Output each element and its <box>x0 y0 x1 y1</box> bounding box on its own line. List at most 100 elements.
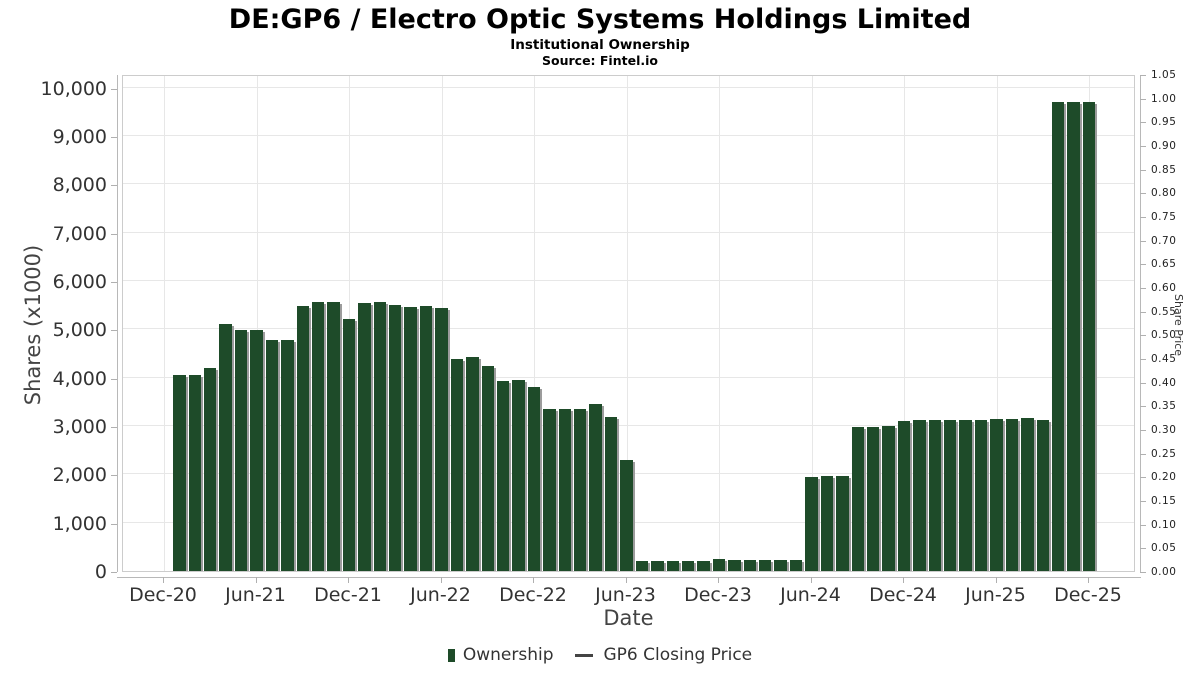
ownership-bar <box>759 559 772 571</box>
right-axis-tick-label: 0.00 <box>1151 566 1177 578</box>
x-axis-tick <box>995 577 997 583</box>
ownership-bar <box>404 307 417 571</box>
ownership-bar <box>219 324 232 571</box>
ownership-bar <box>527 387 541 571</box>
ownership-bar <box>820 475 834 571</box>
right-axis-tick <box>1140 548 1146 550</box>
ownership-bar <box>851 426 864 571</box>
ownership-bar <box>789 559 803 571</box>
x-axis-title: Date <box>603 606 654 630</box>
right-axis-tick <box>1140 146 1146 147</box>
ownership-series-marker-icon <box>447 648 455 662</box>
right-axis-tick-label: 0.80 <box>1151 187 1177 200</box>
x-axis-tick-label: Jun-23 <box>595 584 656 606</box>
right-axis-tick-label: 0.40 <box>1151 376 1177 389</box>
left-axis-tick <box>111 378 117 380</box>
x-axis-tick <box>533 577 534 583</box>
x-axis-tick <box>903 577 904 583</box>
x-axis-tick-label: Dec-25 <box>1054 584 1122 606</box>
left-axis-tick <box>111 136 117 138</box>
x-axis-tick <box>625 577 627 583</box>
right-axis-tick-label: 0.10 <box>1151 518 1177 531</box>
ownership-bar <box>435 308 448 571</box>
right-axis-tick <box>1140 169 1146 171</box>
right-axis-tick-label: 0.45 <box>1151 353 1177 365</box>
x-axis-tick-label: Dec-23 <box>684 584 752 606</box>
ownership-bar <box>666 561 679 571</box>
ownership-bar <box>805 477 818 571</box>
x-axis-tick-label: Dec-22 <box>499 584 567 606</box>
x-axis-tick <box>348 577 349 583</box>
ownership-bar <box>481 366 494 571</box>
ownership-bar <box>944 420 957 571</box>
ownership-bar <box>1082 102 1096 571</box>
right-axis-tick-label: 0.70 <box>1151 234 1177 247</box>
ownership-bar <box>204 367 217 571</box>
right-axis-tick <box>1140 122 1146 124</box>
right-axis-tick <box>1140 240 1146 242</box>
right-axis-tick <box>1140 359 1146 360</box>
ownership-bar <box>635 561 649 571</box>
left-axis-line <box>117 75 118 572</box>
h-gridline <box>123 424 1134 426</box>
ownership-bar <box>1036 420 1049 571</box>
left-axis-tick <box>111 330 117 332</box>
right-axis-tick <box>1140 335 1146 337</box>
left-axis-tick-label: 8,000 <box>52 174 107 197</box>
ownership-bar <box>1067 102 1080 571</box>
ownership-bar <box>373 302 387 571</box>
right-axis-tick <box>1140 193 1146 195</box>
right-axis-tick-label: 0.60 <box>1151 282 1177 294</box>
right-axis-tick <box>1140 501 1146 502</box>
ownership-bar <box>589 403 602 571</box>
ownership-bar <box>712 558 726 571</box>
right-axis-tick-label: 0.50 <box>1151 329 1177 342</box>
left-axis-tick <box>111 426 117 428</box>
right-axis-tick-label: 0.35 <box>1151 400 1177 413</box>
ownership-bar <box>188 375 202 571</box>
right-axis-tick <box>1140 264 1146 266</box>
h-gridline <box>123 183 1134 185</box>
right-axis-tick-label: 0.90 <box>1151 140 1177 152</box>
right-axis-tick <box>1140 288 1146 289</box>
x-axis-tick <box>163 577 164 583</box>
ownership-bar <box>604 416 618 571</box>
ownership-bar <box>558 408 572 571</box>
right-axis-tick <box>1140 311 1146 313</box>
ownership-bar <box>1005 418 1019 571</box>
v-gridline <box>996 76 998 571</box>
ownership-bar <box>419 305 433 571</box>
x-axis-tick <box>810 577 812 583</box>
right-axis-tick-label: 0.05 <box>1151 542 1177 555</box>
left-axis-tick-label: 1,000 <box>52 512 107 535</box>
ownership-bar <box>311 301 325 571</box>
ownership-bar <box>281 340 294 571</box>
ownership-bar <box>928 420 942 571</box>
right-axis-tick-label: 0.95 <box>1151 116 1177 129</box>
left-axis-tick <box>111 475 117 477</box>
ownership-bar <box>250 330 263 571</box>
right-axis-tick-label: 0.30 <box>1151 424 1177 436</box>
left-axis-tick-label: 6,000 <box>52 270 107 293</box>
ownership-bar <box>974 420 988 571</box>
v-gridline <box>626 76 628 571</box>
x-axis-tick-label: Jun-24 <box>780 584 841 606</box>
right-axis-tick-label: 0.20 <box>1151 471 1177 484</box>
closing-price-legend-label: GP6 Closing Price <box>603 645 753 665</box>
ownership-bar <box>389 305 402 571</box>
ownership-bar <box>1021 417 1034 571</box>
chart-subtitle: Institutional Ownership <box>510 37 690 53</box>
ownership-bar <box>466 357 479 571</box>
ownership-bar <box>450 358 464 571</box>
left-axis-tick-label: 4,000 <box>52 367 107 390</box>
right-axis-tick <box>1140 524 1146 526</box>
ownership-bar <box>913 419 926 571</box>
right-axis-tick <box>1140 430 1146 431</box>
ownership-bar <box>697 561 710 571</box>
left-axis-tick <box>111 523 117 525</box>
h-gridline <box>123 86 1134 88</box>
left-axis-tick <box>111 185 117 187</box>
right-axis-title: Share Price <box>1172 293 1185 357</box>
x-axis-tick <box>718 577 719 583</box>
right-axis-tick <box>1140 477 1146 479</box>
